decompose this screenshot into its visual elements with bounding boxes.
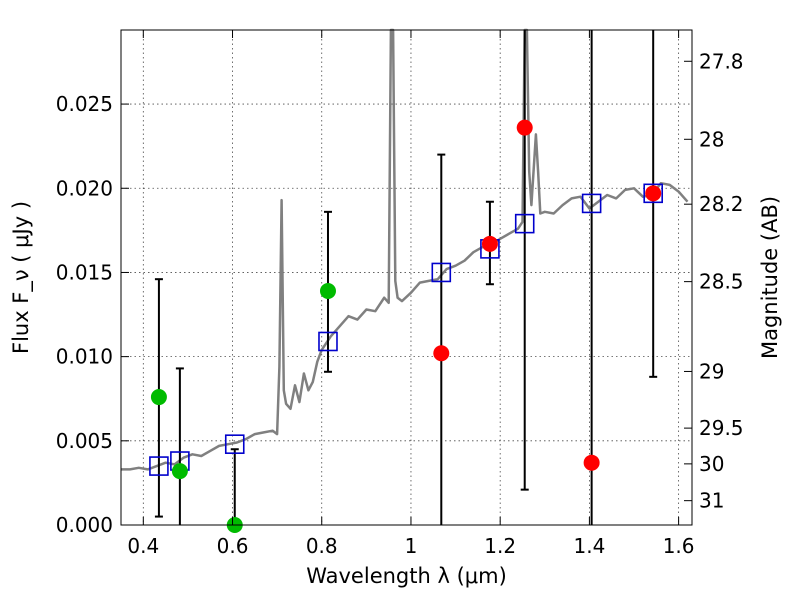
spectrum-line — [121, 28, 689, 471]
y-tick-label: 0.005 — [56, 429, 113, 453]
red-point — [516, 119, 533, 136]
y-tick-label: 0.025 — [56, 92, 113, 116]
right-tick-label: 28.5 — [699, 270, 744, 294]
x-tick-label: 1.6 — [663, 534, 695, 558]
model-square — [581, 193, 602, 214]
y-tick-label: 0.010 — [56, 345, 113, 369]
right-tick-label: 27.8 — [699, 49, 744, 73]
y-axis-label: Flux F_ν ( μJy ) — [9, 201, 34, 354]
model-square — [149, 456, 169, 476]
x-tick-label: 0.8 — [306, 534, 338, 558]
model-points — [149, 183, 663, 476]
model-square — [224, 434, 245, 454]
x-tick-label: 1 — [405, 534, 418, 558]
right-tick-label: 28.2 — [699, 192, 744, 216]
grid — [121, 30, 692, 526]
y-tick-label: 0.000 — [56, 513, 113, 537]
x-axis-label: Wavelength λ (μm) — [306, 564, 507, 588]
green-point — [319, 282, 336, 299]
red-point — [645, 185, 662, 202]
plot-frame — [120, 29, 693, 526]
green-point — [171, 463, 188, 480]
right-axis-label: Magnitude (AB) — [758, 196, 782, 359]
observed-points — [150, 119, 662, 533]
model-square — [514, 213, 535, 234]
right-tick-label: 31 — [699, 489, 724, 513]
x-tick-label: 1.4 — [573, 534, 605, 558]
right-tick-label: 29 — [699, 359, 724, 383]
model-square — [318, 331, 338, 352]
y-tick-label: 0.015 — [56, 260, 113, 284]
red-point — [481, 235, 498, 252]
green-point — [150, 389, 167, 406]
right-tick-label: 28 — [699, 127, 724, 151]
x-tick-label: 0.4 — [127, 534, 159, 558]
right-tick-label: 30 — [699, 452, 724, 476]
x-tick-label: 1.2 — [484, 534, 516, 558]
right-tick-label: 29.5 — [699, 416, 744, 440]
spectrum-series — [121, 28, 689, 471]
axis-ticks: 0.4 0.6 0.8 1 1.2 1.4 1.6 0.000 0.005 0.010 0.015 0… — [56, 30, 744, 558]
red-point — [583, 454, 600, 471]
model-square — [431, 262, 452, 283]
model-square — [643, 183, 663, 204]
error-bars — [154, 30, 658, 525]
red-point — [433, 345, 450, 362]
y-tick-label: 0.020 — [56, 176, 113, 200]
x-tick-label: 0.6 — [217, 534, 249, 558]
